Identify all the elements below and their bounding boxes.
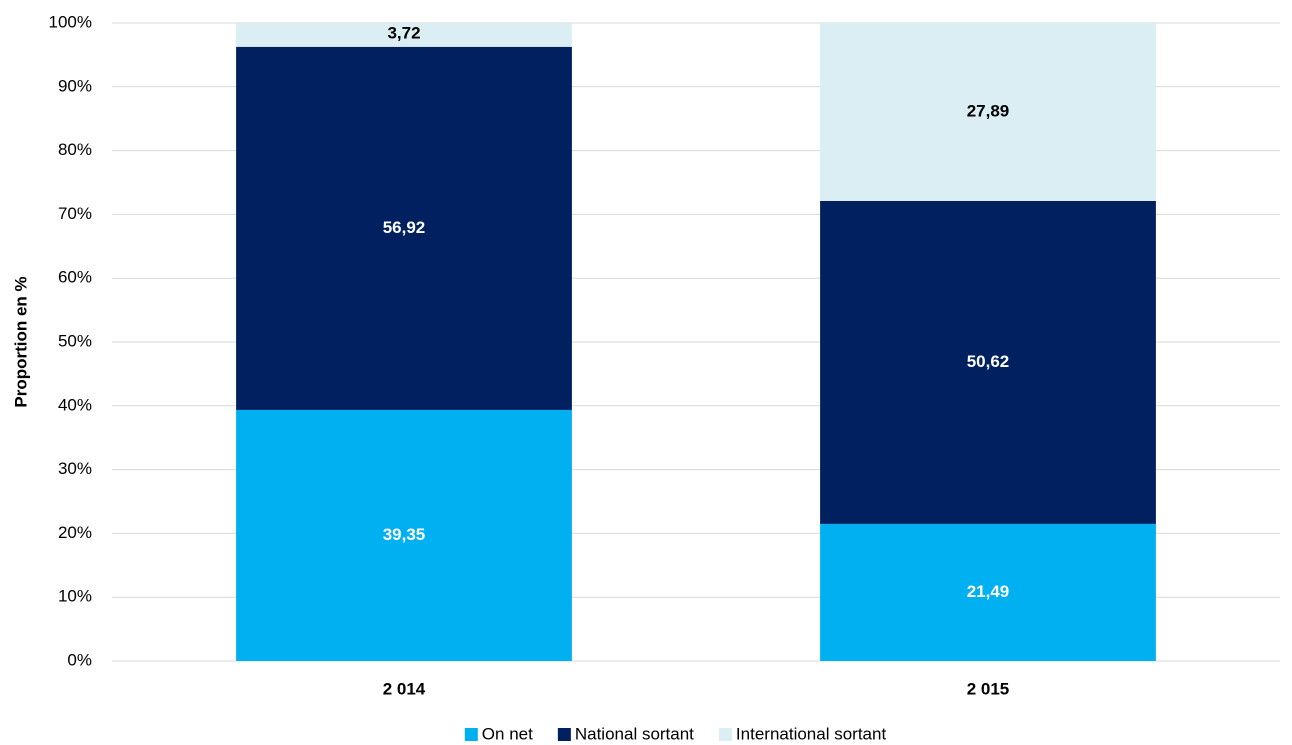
y-tick-label: 90% [58,76,92,95]
legend-label: On net [482,724,533,743]
y-tick-label: 100% [49,12,92,31]
y-tick-label: 70% [58,204,92,223]
y-tick-label: 30% [58,459,92,478]
legend-label: National sortant [575,724,694,743]
data-label: 27,89 [967,101,1010,120]
bar-segment [236,409,572,661]
legend-swatch [464,728,478,741]
y-tick-label: 40% [58,395,92,414]
y-tick-label: 50% [58,331,92,350]
legend-swatch [718,728,732,741]
data-label: 50,62 [967,352,1010,371]
bar-segment [236,46,572,410]
x-tick-label: 2 015 [967,679,1010,698]
y-tick-label: 20% [58,523,92,542]
data-label: 3,72 [387,24,420,43]
bar-segment [820,200,1156,524]
data-label: 21,49 [967,582,1010,601]
y-tick-label: 0% [67,650,92,669]
y-tick-label: 60% [58,268,92,287]
y-tick-label: 80% [58,140,92,159]
bar-segment [820,523,1156,661]
legend-swatch [557,728,571,741]
data-label: 39,35 [383,525,426,544]
data-label: 56,92 [383,218,426,237]
bar-segment [820,23,1156,201]
y-axis-label: Proportion en % [11,276,30,407]
x-tick-label: 2 014 [383,679,426,698]
y-tick-label: 10% [58,587,92,606]
bar-segment [236,23,572,47]
legend-label: International sortant [736,724,887,743]
